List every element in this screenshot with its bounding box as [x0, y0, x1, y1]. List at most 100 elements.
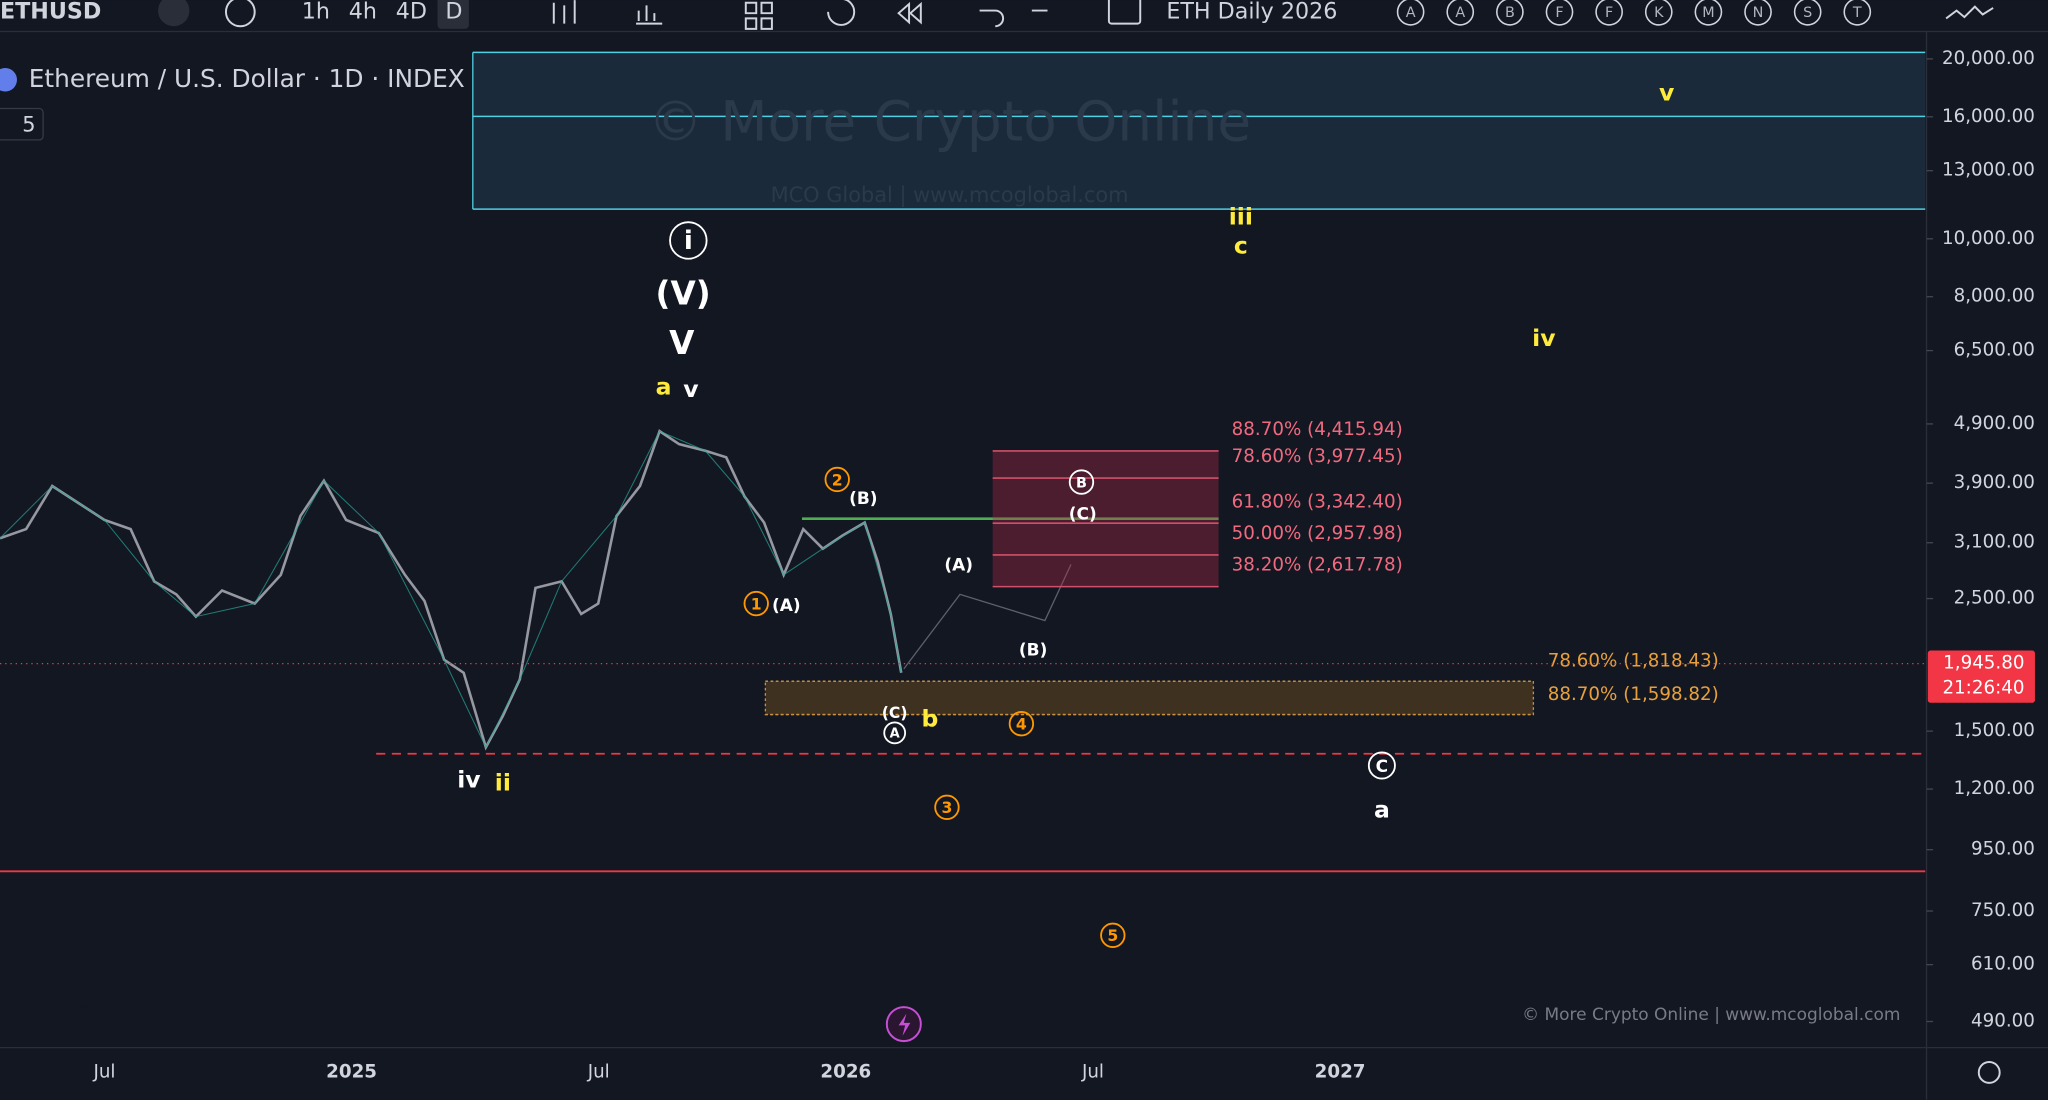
- price-tick-label: 13,000.00: [1942, 160, 2035, 181]
- wave-label: iii: [1229, 203, 1253, 231]
- countdown-label: 21:26:40: [1942, 677, 2024, 698]
- price-tick-label: 1,200.00: [1954, 778, 2035, 799]
- alert-circle[interactable]: [1496, 0, 1524, 26]
- time-tick-label: 2027: [1315, 1061, 1366, 1082]
- time-tick-label: 2026: [820, 1061, 871, 1082]
- interval-button[interactable]: 4D: [396, 0, 427, 24]
- price-tick-label: 610.00: [1971, 954, 2035, 975]
- time-tick-label: Jul: [1081, 1061, 1104, 1082]
- wave-label: (V): [656, 274, 711, 312]
- alert-circle[interactable]: [1446, 0, 1475, 26]
- wave-label: (B): [849, 489, 877, 509]
- price-tick-label: 4,900.00: [1954, 413, 2035, 434]
- wave-circle: [824, 466, 850, 493]
- alert-label[interactable]: A: [1406, 5, 1416, 21]
- wave-label: (B): [1019, 641, 1047, 661]
- alert-circle[interactable]: [1843, 0, 1872, 26]
- wave-circle: [1367, 751, 1396, 780]
- price-tick-label: 6,500.00: [1954, 340, 2035, 361]
- wave-label: (A): [772, 596, 801, 616]
- time-tick-label: Jul: [587, 1061, 610, 1082]
- wave-label: v: [683, 375, 698, 403]
- alert-label[interactable]: F: [1605, 5, 1613, 21]
- wave-label: iv: [1532, 324, 1555, 352]
- fib-label: 78.60% (3,977.45): [1232, 446, 1403, 467]
- fib-label: 61.80% (3,342.40): [1232, 491, 1403, 512]
- wave-labels: i (V) V a v 2 (B) 1 (A) (A) B (C) (B) (C…: [457, 79, 1674, 948]
- alert-label[interactable]: K: [1654, 5, 1664, 21]
- watermark-title: © More Crypto Online: [648, 90, 1251, 154]
- price-tick-label: 1,500.00: [1954, 720, 2035, 741]
- fib-zone: [992, 450, 1219, 587]
- layout-icon[interactable]: [1107, 0, 1142, 25]
- wave-label: c: [1234, 231, 1248, 259]
- price-tick-label: 2,500.00: [1954, 588, 2035, 609]
- alert-label[interactable]: B: [1505, 5, 1515, 21]
- time-tick-label: Jul: [92, 1061, 115, 1082]
- alert-circle[interactable]: [1744, 0, 1772, 26]
- wave-label: (A): [944, 556, 973, 576]
- time-tick-label: 2025: [326, 1061, 377, 1082]
- wave-circle: [934, 794, 960, 820]
- wave-label: 3: [941, 798, 952, 817]
- alert-circle[interactable]: [1644, 0, 1673, 26]
- wave-circle: [1008, 711, 1035, 737]
- fib-label: 50.00% (2,957.98): [1232, 523, 1403, 544]
- indicator-count[interactable]: 5: [22, 113, 35, 137]
- alert-circle[interactable]: [1545, 0, 1574, 26]
- logo-text: PRO: [61, 1000, 101, 1020]
- wave-circle: [743, 590, 769, 617]
- interval-button[interactable]: 4h: [349, 0, 377, 24]
- wave-label: i: [684, 226, 693, 256]
- alert-circle[interactable]: [1595, 0, 1623, 26]
- price-tick-label: 750.00: [1971, 900, 2035, 921]
- current-price-tag: [1927, 650, 2035, 703]
- projection-path: [903, 564, 1072, 670]
- badge-icon[interactable]: [158, 0, 190, 27]
- price-tick-label: 3,900.00: [1954, 472, 2035, 493]
- alert-label[interactable]: F: [1555, 5, 1563, 21]
- indicator-toggle[interactable]: [0, 107, 44, 141]
- price-tick-label: 16,000.00: [1942, 106, 2035, 127]
- current-price-label: 1,945.80: [1943, 653, 2024, 674]
- wave-label: 4: [1016, 715, 1027, 734]
- layout-name[interactable]: ETH Daily 2026: [1166, 0, 1337, 24]
- price-tick-label: 3,100.00: [1954, 532, 2035, 553]
- interval-button[interactable]: 1h: [302, 0, 330, 24]
- toolbar-icons[interactable]: [827, 0, 1048, 28]
- footer-credit: © More Crypto Online | www.mcoglobal.com: [1522, 1005, 1900, 1025]
- wave-circle: [883, 721, 907, 745]
- fib-label: 88.70% (1,598.82): [1548, 684, 1719, 705]
- wave-label: v: [1659, 79, 1674, 107]
- alert-label[interactable]: M: [1702, 5, 1714, 21]
- wave-label: B: [1076, 475, 1087, 491]
- toolbar-icons[interactable]: [552, 0, 773, 30]
- alert-label[interactable]: N: [1753, 5, 1764, 21]
- wave-label: 5: [1107, 926, 1118, 945]
- fib-levels: 88.70% (4,415.94) 78.60% (3,977.45) 61.80%…: [764, 419, 1719, 716]
- price-tick-label: 20,000.00: [1942, 48, 2035, 69]
- symbol[interactable]: ETHUSD: [0, 0, 101, 24]
- price-series: [0, 430, 902, 749]
- alert-circle[interactable]: [1793, 0, 1822, 26]
- alert-label[interactable]: T: [1852, 5, 1862, 21]
- wave-label: b: [922, 704, 939, 732]
- indicator-icon[interactable]: [1945, 5, 1994, 20]
- wave-circle: [1100, 922, 1126, 948]
- alert-label[interactable]: A: [1455, 5, 1465, 21]
- events-icon: [898, 1013, 911, 1036]
- symbol-icon: [0, 68, 17, 92]
- alert-circle[interactable]: [1694, 0, 1723, 26]
- active-interval-bg: [437, 0, 469, 29]
- wave-circle: [1068, 469, 1095, 495]
- alert-label[interactable]: S: [1803, 5, 1812, 21]
- interval-button[interactable]: D: [445, 0, 462, 24]
- toolbar: [0, 0, 2048, 32]
- price-tick-label: 10,000.00: [1942, 228, 2035, 249]
- add-symbol-button[interactable]: [224, 0, 256, 28]
- alert-circle[interactable]: [1396, 0, 1425, 26]
- settings-button[interactable]: [1977, 1061, 2001, 1084]
